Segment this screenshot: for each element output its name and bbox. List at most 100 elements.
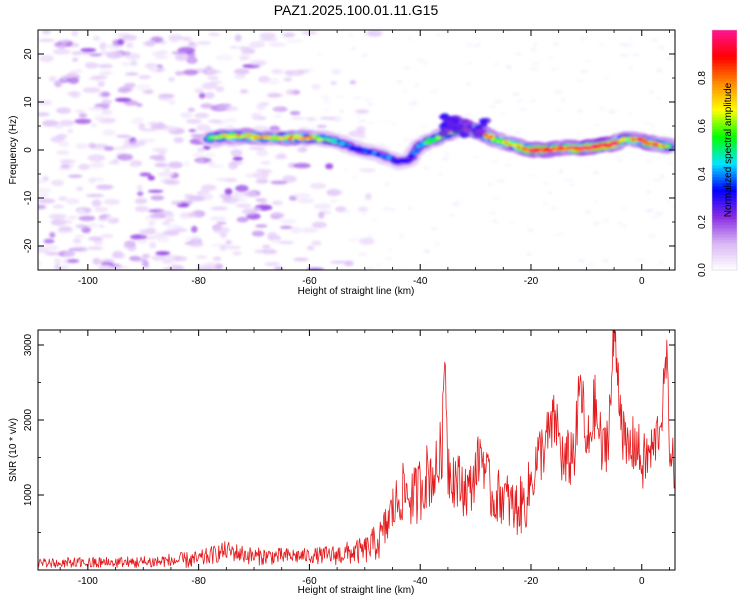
noise-blob: [283, 77, 293, 82]
colorbar-tick-label: 0.0: [697, 263, 708, 277]
noise-blob: [343, 167, 349, 171]
noise-blob: [137, 191, 144, 196]
noise-blob: [163, 125, 178, 132]
noise-blob: [56, 229, 73, 234]
noise-blob: [217, 103, 232, 107]
noise-blob: [151, 51, 165, 56]
ridge-blob: [209, 135, 215, 139]
noise-blob: [116, 153, 134, 161]
noise-blob: [112, 250, 124, 258]
noise-blob: [449, 214, 454, 217]
noise-blob: [425, 249, 430, 254]
colorbar-swatch: [712, 84, 737, 88]
noise-blob: [542, 181, 549, 186]
noise-blob: [278, 240, 294, 245]
noise-blob: [113, 265, 129, 270]
spectrogram-ridge: [199, 113, 675, 171]
colorbar-swatch: [712, 168, 737, 172]
noise-blob: [146, 236, 157, 240]
noise-blob: [216, 106, 232, 110]
colorbar-swatch: [712, 51, 737, 55]
noise-blob: [582, 69, 589, 72]
noise-blob: [81, 51, 92, 55]
noise-blob: [225, 239, 232, 245]
noise-blob: [554, 232, 565, 237]
colorbar-tick-label: 0.2: [697, 215, 708, 229]
noise-blob: [514, 130, 522, 135]
noise-blob: [505, 30, 511, 33]
noise-blob: [564, 178, 574, 181]
noise-blob: [357, 119, 366, 123]
colorbar-swatch: [712, 48, 737, 52]
noise-blob: [330, 199, 338, 204]
noise-blob: [215, 86, 225, 92]
colorbar-swatch: [712, 54, 737, 58]
noise-blob: [556, 109, 563, 113]
noise-blob: [311, 221, 327, 229]
noise-blob: [210, 206, 229, 211]
noise-blob: [367, 102, 374, 106]
noise-blob: [240, 48, 256, 55]
noise-blob: [98, 264, 114, 270]
noise-blob: [94, 115, 106, 122]
colorbar-swatch: [712, 174, 737, 178]
colorbar-swatch: [712, 81, 737, 85]
noise-blob: [106, 51, 123, 59]
noise-blob: [351, 175, 359, 178]
noise-blob: [58, 140, 70, 147]
noise-blob: [77, 209, 85, 216]
noise-blob: [213, 256, 222, 261]
noise-blob: [308, 119, 314, 123]
noise-blob: [490, 160, 499, 163]
noise-blob: [232, 251, 242, 256]
noise-blob: [494, 62, 499, 67]
x-tick-label: -60: [302, 576, 317, 587]
noise-blob: [293, 257, 309, 262]
noise-blob: [347, 33, 355, 37]
noise-blob: [376, 143, 386, 148]
noise-blob: [526, 174, 536, 177]
colorbar-swatch: [712, 210, 737, 214]
noise-blob: [344, 260, 354, 267]
noise-blob: [74, 118, 92, 125]
noise-blob: [293, 162, 311, 169]
noise-blob: [632, 53, 640, 57]
noise-blob: [321, 95, 329, 99]
noise-blob: [154, 55, 169, 59]
noise-blob: [229, 160, 244, 165]
noise-blob: [336, 131, 342, 135]
noise-blob: [450, 267, 457, 270]
noise-blob: [357, 206, 369, 212]
noise-blob: [41, 120, 59, 127]
noise-blob: [195, 263, 207, 269]
noise-blob: [584, 164, 589, 168]
noise-blob: [370, 218, 378, 221]
colorbar-swatch: [712, 180, 737, 184]
noise-blob: [101, 109, 113, 116]
noise-blob: [414, 83, 419, 87]
ridge-blob: [519, 144, 524, 148]
noise-blob: [171, 51, 186, 55]
noise-blob: [230, 149, 243, 157]
noise-blob: [653, 178, 662, 183]
noise-blob: [473, 44, 480, 48]
noise-blob: [331, 68, 342, 75]
noise-blob: [56, 219, 73, 225]
ridge-blob: [480, 123, 488, 128]
noise-blob: [54, 124, 64, 129]
noise-blob: [58, 196, 67, 202]
noise-blob: [142, 41, 152, 46]
colorbar-swatch: [712, 45, 737, 49]
noise-blob: [401, 138, 412, 142]
colorbar-swatch: [712, 186, 737, 190]
colorbar-swatch: [712, 90, 737, 94]
noise-blob: [190, 235, 201, 243]
noise-blob: [98, 224, 105, 228]
noise-blob: [255, 178, 269, 184]
noise-blob: [56, 107, 72, 114]
noise-blob: [466, 43, 474, 47]
noise-blob: [97, 64, 114, 69]
noise-blob: [224, 118, 237, 123]
noise-blob: [553, 90, 564, 94]
noise-blob: [97, 216, 115, 222]
